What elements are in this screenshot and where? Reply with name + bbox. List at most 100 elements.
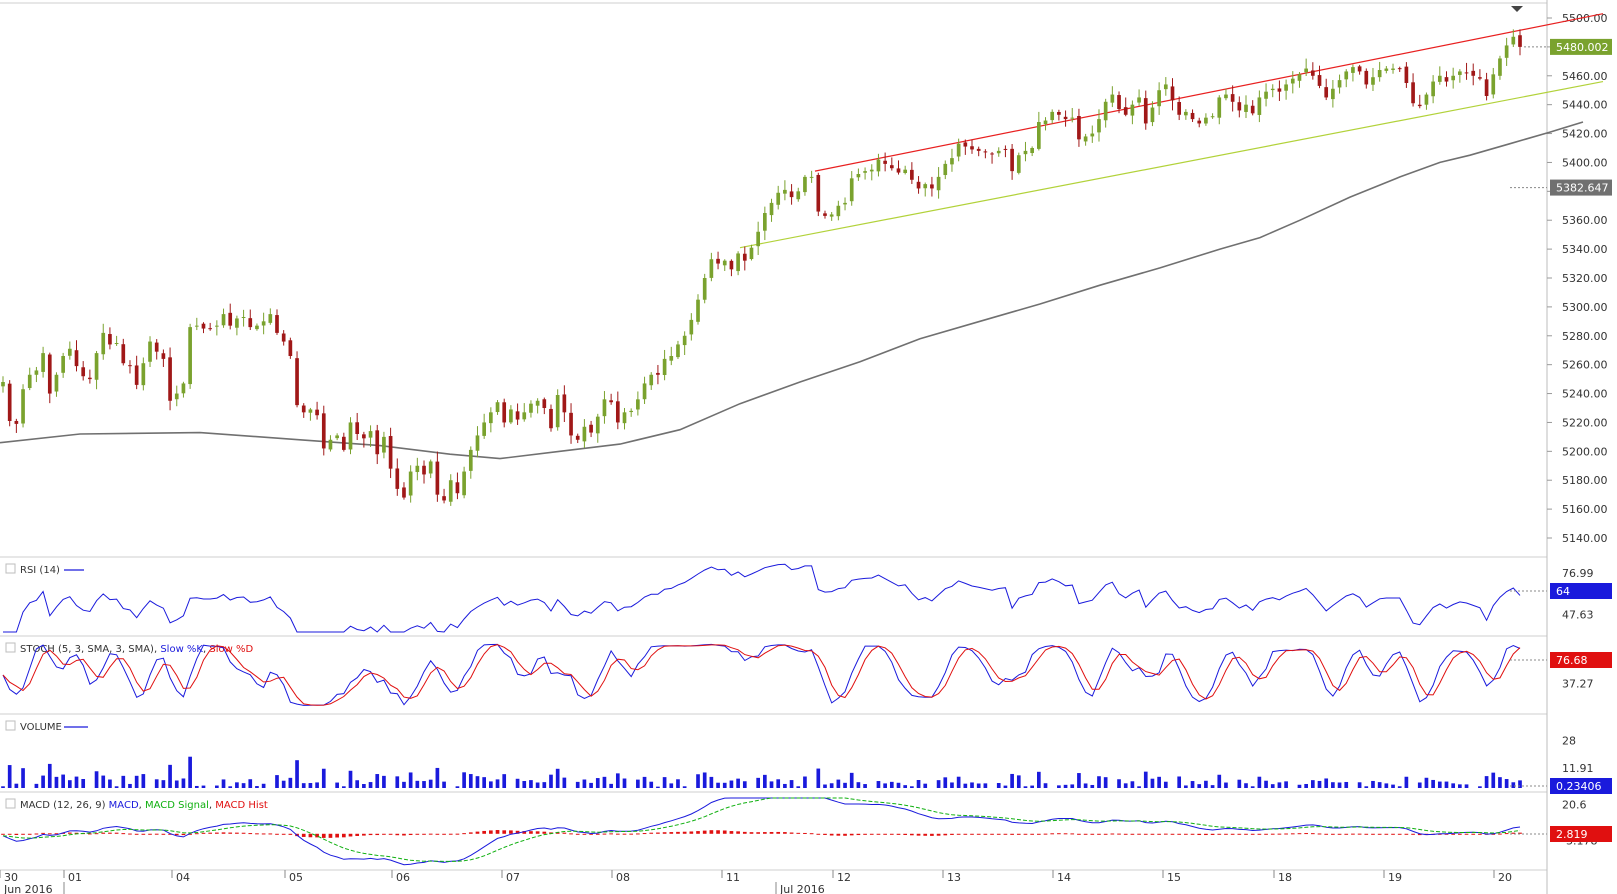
moving-average-line [0, 121, 1584, 460]
candle-body [1317, 75, 1322, 86]
volume-bar [763, 774, 767, 788]
macd-hist-bar [1184, 833, 1188, 835]
candle-body [1458, 71, 1462, 75]
volume-bar [1103, 777, 1108, 788]
candle-body [1130, 104, 1135, 116]
candle-body [990, 153, 994, 155]
volume-bar [1003, 785, 1008, 788]
candle-body [422, 465, 426, 475]
candle-body [696, 299, 700, 322]
volume-bar [1384, 783, 1389, 788]
candle-body [1384, 68, 1389, 71]
volume-bar [1404, 776, 1409, 788]
volume-bar [1431, 779, 1435, 788]
macd-hist-bar [1, 833, 5, 835]
macd-hist-bar [1163, 833, 1168, 835]
volume-bar [676, 779, 680, 788]
candle-body [1511, 36, 1516, 45]
volume-bar [803, 776, 807, 788]
candle-body [1518, 35, 1522, 47]
macd-hist-bar [188, 833, 192, 835]
candle-body [114, 343, 119, 344]
volume-bar [221, 779, 226, 788]
volume-close-icon[interactable] [5, 720, 16, 731]
macd-hist-bar [1371, 833, 1375, 835]
macd-hist-bar [702, 830, 707, 834]
macd-hist-bar [1331, 833, 1335, 835]
candle-body [1351, 67, 1355, 73]
macd-hist-bar [402, 833, 406, 836]
macd-hist-bar [515, 830, 520, 834]
candle-body [1464, 72, 1469, 74]
volume-bar [121, 775, 126, 788]
macd-hist-bar [489, 830, 493, 834]
volume-bar [836, 779, 841, 788]
candle-body [736, 253, 740, 272]
volume-bar [1190, 781, 1195, 788]
macd-hist-bar [569, 833, 573, 835]
stoch-panel: STOCH (5, 3, SMA, 3, SMA), Slow %K, Slow… [2, 642, 1594, 706]
volume-bar [415, 780, 420, 788]
volume-bar [796, 786, 801, 788]
macd-hist-bar [789, 832, 794, 834]
volume-value-tag-bg [1550, 778, 1612, 794]
macd-hist-bar [622, 833, 627, 835]
candle-body [148, 341, 152, 362]
volume-bar [976, 783, 981, 788]
candle-body [475, 435, 480, 451]
volume-bar [408, 772, 413, 788]
candle-body [763, 213, 767, 231]
candle-body [27, 374, 32, 389]
candle-body [194, 325, 199, 327]
candle-body [455, 482, 460, 494]
candle-body [295, 358, 299, 406]
price-tick-label: 5300.00 [1562, 301, 1608, 314]
candle-body [448, 480, 453, 502]
candle-body [1257, 97, 1262, 115]
macd-hist-bar [1157, 833, 1161, 835]
macd-hist-bar [769, 831, 774, 834]
candle-body [809, 176, 814, 178]
macd-hist-bar [883, 833, 887, 835]
candle-body [1270, 88, 1275, 91]
macd-close-icon[interactable] [5, 798, 16, 809]
stoch-close-icon[interactable] [5, 642, 16, 653]
time-tick-label: 19 [1388, 871, 1402, 884]
candle-body [602, 399, 607, 417]
macd-hist-bar [1277, 833, 1282, 835]
candle-body [188, 327, 192, 385]
price-tick-label: 5200.00 [1562, 445, 1608, 458]
rsi-close-icon[interactable] [5, 563, 16, 574]
candle-body [609, 400, 613, 403]
candle-body [976, 148, 981, 151]
macd-hist-bar [582, 833, 587, 835]
macd-hist-bar [1297, 833, 1302, 835]
candle-body [1016, 155, 1021, 173]
macd-hist-bar [910, 833, 914, 836]
candle-body [235, 318, 239, 328]
volume-bar [910, 786, 914, 788]
volume-bar [722, 782, 727, 788]
candle-body [482, 422, 487, 436]
volume-bar [783, 783, 787, 788]
macd-hist-bar [1083, 833, 1088, 835]
volume-bar [41, 775, 45, 788]
volume-bar [1284, 781, 1288, 788]
candle-body [1250, 105, 1255, 114]
ma-tag-bg [1550, 179, 1612, 196]
macd-hist-bar [54, 833, 59, 835]
candlestick-series [1, 29, 1522, 506]
macd-hist-bar [963, 833, 968, 835]
volume-bar [341, 786, 346, 788]
macd-hist-bar [602, 833, 607, 835]
macd-hist-bar [1324, 833, 1329, 835]
volume-bar [1364, 786, 1369, 788]
candle-body [1063, 116, 1068, 120]
macd-hist-bar [696, 831, 700, 834]
macd-signal-line [2, 797, 1521, 862]
scroll-arrow-icon[interactable] [1511, 6, 1523, 12]
volume-bar [1417, 782, 1422, 788]
rsi-line [3, 563, 1521, 633]
candle-body [442, 496, 446, 501]
candle-body [1337, 80, 1342, 88]
